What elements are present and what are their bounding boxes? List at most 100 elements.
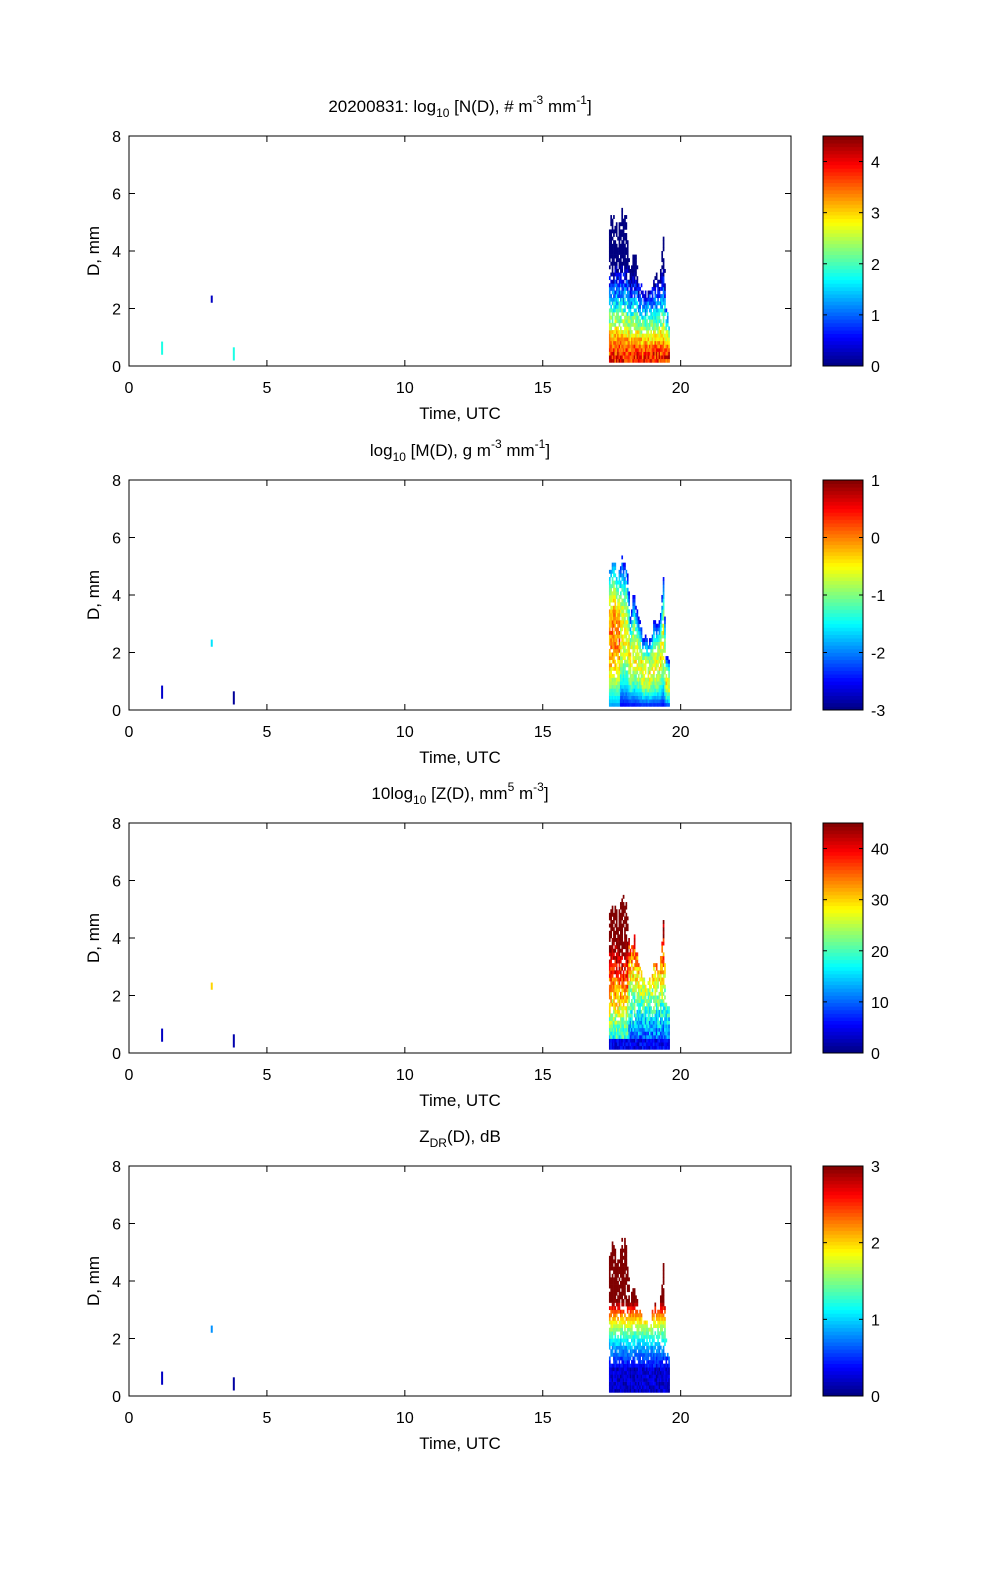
heatmap-cell (613, 609, 615, 614)
heatmap-cell (635, 605, 637, 610)
heatmap-cell (633, 1038, 636, 1043)
heatmap-cell (633, 966, 636, 971)
heatmap-cell (647, 326, 650, 331)
heatmap-cell (615, 681, 618, 686)
heatmap-cell (610, 612, 613, 617)
heatmap-cell (644, 319, 647, 324)
heatmap-cell (657, 1331, 659, 1336)
heatmap-cell (632, 1349, 635, 1354)
heatmap-cell (661, 1316, 664, 1321)
heatmap-cell (654, 702, 657, 707)
heatmap-cell (611, 1266, 614, 1271)
heatmap-cell (631, 1306, 633, 1311)
heatmap-cell (611, 905, 614, 910)
heatmap-cell (610, 934, 613, 939)
heatmap-cell (621, 233, 624, 237)
heatmap-cell (618, 1259, 621, 1264)
heatmap-cell (650, 304, 653, 309)
heatmap-cell (619, 609, 622, 614)
heatmap-cell (655, 1006, 658, 1011)
y-tick-label: 6 (112, 1217, 121, 1234)
heatmap-cell (626, 627, 629, 632)
heatmap-cell (643, 695, 646, 700)
heatmap-cell (631, 1334, 633, 1339)
heatmap-cell (619, 308, 622, 313)
heatmap-cell (636, 1334, 639, 1339)
heatmap-cell (648, 1367, 651, 1372)
heatmap-cell (633, 977, 636, 982)
heatmap-cell (621, 699, 624, 704)
colorbar-segment (823, 692, 863, 697)
heatmap-cell (657, 301, 659, 306)
heatmap-cell (618, 261, 621, 266)
heatmap-cell (626, 674, 629, 678)
heatmap-cell (618, 981, 621, 986)
heatmap-cell (666, 1374, 669, 1379)
heatmap-cell (661, 1388, 664, 1393)
heatmap-cell (637, 995, 640, 1000)
heatmap-cell (619, 1338, 622, 1343)
colorbar-segment (823, 862, 863, 867)
heatmap-cell (636, 652, 639, 657)
heatmap-cell (614, 1281, 617, 1285)
heatmap-cell (662, 243, 665, 248)
heatmap-cell (653, 1370, 655, 1375)
heatmap-cell (642, 663, 644, 668)
heatmap-cell (611, 315, 614, 320)
heatmap-cell (633, 1288, 636, 1293)
heatmap-cell (644, 659, 647, 664)
heatmap-cell (621, 616, 624, 621)
heatmap-cell (646, 1045, 648, 1050)
heatmap-cell (662, 666, 665, 671)
heatmap-cell (615, 1291, 618, 1296)
heatmap-cell (632, 1320, 635, 1325)
heatmap-cell (625, 1024, 628, 1029)
heatmap-cell (624, 616, 626, 621)
colorbar-frame (822, 135, 864, 367)
colorbar-segment (823, 984, 863, 989)
x-axis-label: Time, UTC (419, 404, 501, 423)
heatmap-cell (611, 688, 614, 693)
heatmap-cell (640, 1017, 643, 1021)
colorbar-segment (823, 1027, 863, 1032)
heatmap-cell (628, 952, 630, 957)
heatmap-cell (642, 702, 644, 707)
heatmap-cell (632, 948, 635, 953)
heatmap-cell (619, 1291, 622, 1296)
heatmap-cell (621, 602, 624, 607)
heatmap-cell (622, 1031, 625, 1036)
heatmap-cell (610, 1252, 613, 1257)
heatmap-cell (664, 351, 666, 356)
heatmap-cell (642, 991, 644, 996)
colorbar-segment (823, 887, 863, 892)
heatmap-cell (611, 1324, 614, 1329)
heatmap-cell (622, 1388, 625, 1393)
heatmap-cell (647, 294, 650, 299)
heatmap-cell (647, 358, 650, 363)
heatmap-cell (664, 627, 666, 632)
heatmap-cell (646, 999, 648, 1003)
colorbar-segment (823, 1367, 863, 1372)
heatmap-cell (654, 699, 657, 704)
heatmap-cell (631, 1320, 633, 1325)
heatmap-cell (628, 1334, 630, 1339)
heatmap-cell (659, 1388, 662, 1393)
colorbar-segment (823, 1248, 863, 1253)
heatmap-cell (629, 1331, 632, 1336)
heatmap-cell (640, 648, 643, 653)
heatmap-cell (662, 1306, 665, 1311)
heatmap-cell (655, 333, 658, 338)
heatmap-cell (628, 330, 630, 334)
heatmap-cell (642, 695, 644, 700)
colorbar-segment (823, 891, 863, 896)
heatmap-cell (629, 286, 632, 291)
heatmap-cell (637, 677, 640, 682)
heatmap-cell (659, 981, 662, 986)
heatmap-cell (647, 1349, 650, 1354)
heatmap-cell (624, 1248, 626, 1253)
heatmap-cell (619, 1035, 622, 1039)
heatmap-cell (657, 981, 659, 986)
heatmap-cell (617, 1327, 619, 1332)
heatmap-cell (635, 1345, 637, 1350)
heatmap-cell (617, 616, 619, 621)
